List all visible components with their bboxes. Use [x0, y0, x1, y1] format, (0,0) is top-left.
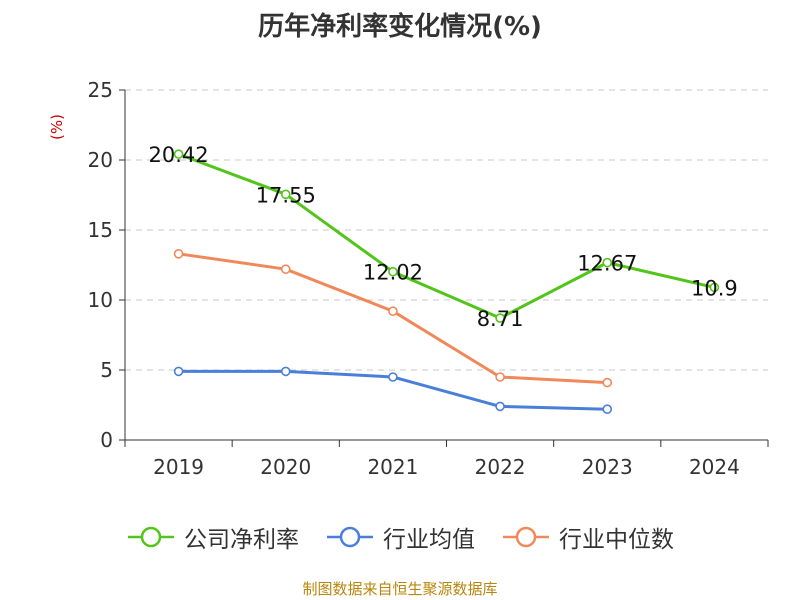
- legend-marker-icon: [327, 526, 373, 548]
- x-tick-label: 2024: [689, 455, 740, 479]
- y-tick-label: 25: [88, 78, 113, 102]
- data-label: 10.9: [691, 276, 738, 300]
- data-label: 12.02: [363, 261, 423, 285]
- data-point: [495, 313, 505, 323]
- data-label: 12.67: [577, 252, 637, 276]
- data-point: [173, 149, 184, 159]
- data-label: 17.55: [256, 183, 316, 207]
- y-axis-unit-label: (%): [48, 114, 66, 140]
- data-point: [280, 366, 291, 377]
- data-point: [388, 372, 398, 382]
- data-label: 20.42: [149, 143, 209, 167]
- x-tick-label: 2023: [582, 455, 633, 479]
- legend-marker-icon: [503, 526, 549, 548]
- data-label: 8.71: [477, 307, 524, 331]
- data-point: [602, 257, 613, 268]
- data-point: [495, 372, 505, 382]
- x-tick-label: 2019: [153, 455, 204, 479]
- x-tick-label: 2022: [475, 455, 526, 479]
- legend-label: 公司净利率: [184, 527, 299, 553]
- x-tick-label: 2020: [260, 455, 311, 479]
- legend: 公司净利率 行业均值 行业中位数: [0, 520, 800, 554]
- y-tick-label: 5: [100, 358, 113, 382]
- data-point: [173, 249, 184, 259]
- data-point: [602, 404, 613, 415]
- series-line: [178, 152, 715, 320]
- data-point: [495, 401, 505, 412]
- data-point: [388, 266, 398, 277]
- legend-label: 行业中位数: [559, 527, 674, 553]
- data-point: [280, 264, 291, 275]
- y-tick-label: 10: [88, 288, 113, 312]
- source-note: 制图数据来自恒生聚源数据库: [302, 580, 498, 598]
- chart-title: 历年净利率变化情况(%): [258, 12, 542, 42]
- data-point: [388, 306, 398, 317]
- legend-item[interactable]: 行业均值: [325, 520, 475, 554]
- x-tick-label: 2021: [367, 455, 418, 479]
- data-point: [602, 377, 613, 388]
- legend-marker-icon: [128, 526, 174, 548]
- data-point: [709, 282, 720, 293]
- y-tick-label: 0: [100, 428, 113, 452]
- legend-item[interactable]: 行业中位数: [501, 520, 674, 554]
- y-tick-label: 20: [88, 148, 113, 172]
- legend-label: 行业均值: [383, 527, 475, 553]
- data-point: [173, 366, 184, 377]
- legend-item[interactable]: 公司净利率: [126, 520, 299, 554]
- y-tick-label: 15: [88, 218, 113, 242]
- data-point: [280, 189, 291, 200]
